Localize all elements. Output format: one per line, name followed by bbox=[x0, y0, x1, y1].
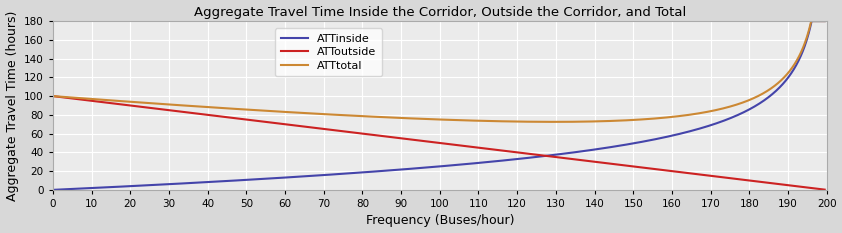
ATToutside bbox=[656, 168, 666, 171]
ATTinside bbox=[819, 20, 829, 23]
ATTtotal bbox=[806, 20, 816, 23]
ATTinside bbox=[797, 52, 807, 55]
ATTtotal bbox=[797, 48, 807, 51]
ATTtotal bbox=[403, 117, 413, 120]
Y-axis label: Aggregate Travel Time (hours): Aggregate Travel Time (hours) bbox=[6, 10, 19, 201]
X-axis label: Frequency (Buses/hour): Frequency (Buses/hour) bbox=[365, 214, 514, 227]
ATTtotal bbox=[424, 118, 434, 120]
ATTinside bbox=[50, 188, 60, 191]
ATToutside bbox=[424, 140, 434, 143]
ATTinside bbox=[403, 168, 413, 170]
ATTtotal bbox=[50, 95, 60, 98]
ATToutside bbox=[89, 100, 99, 103]
ATToutside bbox=[797, 185, 807, 188]
ATTinside bbox=[807, 20, 817, 23]
ATTinside bbox=[656, 137, 666, 139]
ATToutside bbox=[819, 188, 829, 191]
ATTinside bbox=[424, 166, 434, 169]
ATTtotal bbox=[657, 116, 667, 119]
ATTtotal bbox=[797, 47, 807, 50]
Line: ATTtotal: ATTtotal bbox=[55, 21, 824, 122]
ATTtotal bbox=[549, 120, 559, 123]
ATToutside bbox=[797, 185, 807, 188]
Title: Aggregate Travel Time Inside the Corridor, Outside the Corridor, and Total: Aggregate Travel Time Inside the Corrido… bbox=[194, 6, 686, 19]
ATToutside bbox=[50, 95, 60, 98]
ATTtotal bbox=[819, 20, 829, 23]
Line: ATTinside: ATTinside bbox=[55, 21, 824, 190]
ATTinside bbox=[797, 51, 807, 54]
ATTinside bbox=[89, 187, 99, 189]
Legend: ATTinside, ATToutside, ATTtotal: ATTinside, ATToutside, ATTtotal bbox=[275, 28, 382, 76]
ATTtotal bbox=[89, 98, 99, 101]
Line: ATToutside: ATToutside bbox=[55, 96, 824, 190]
ATToutside bbox=[403, 138, 413, 141]
